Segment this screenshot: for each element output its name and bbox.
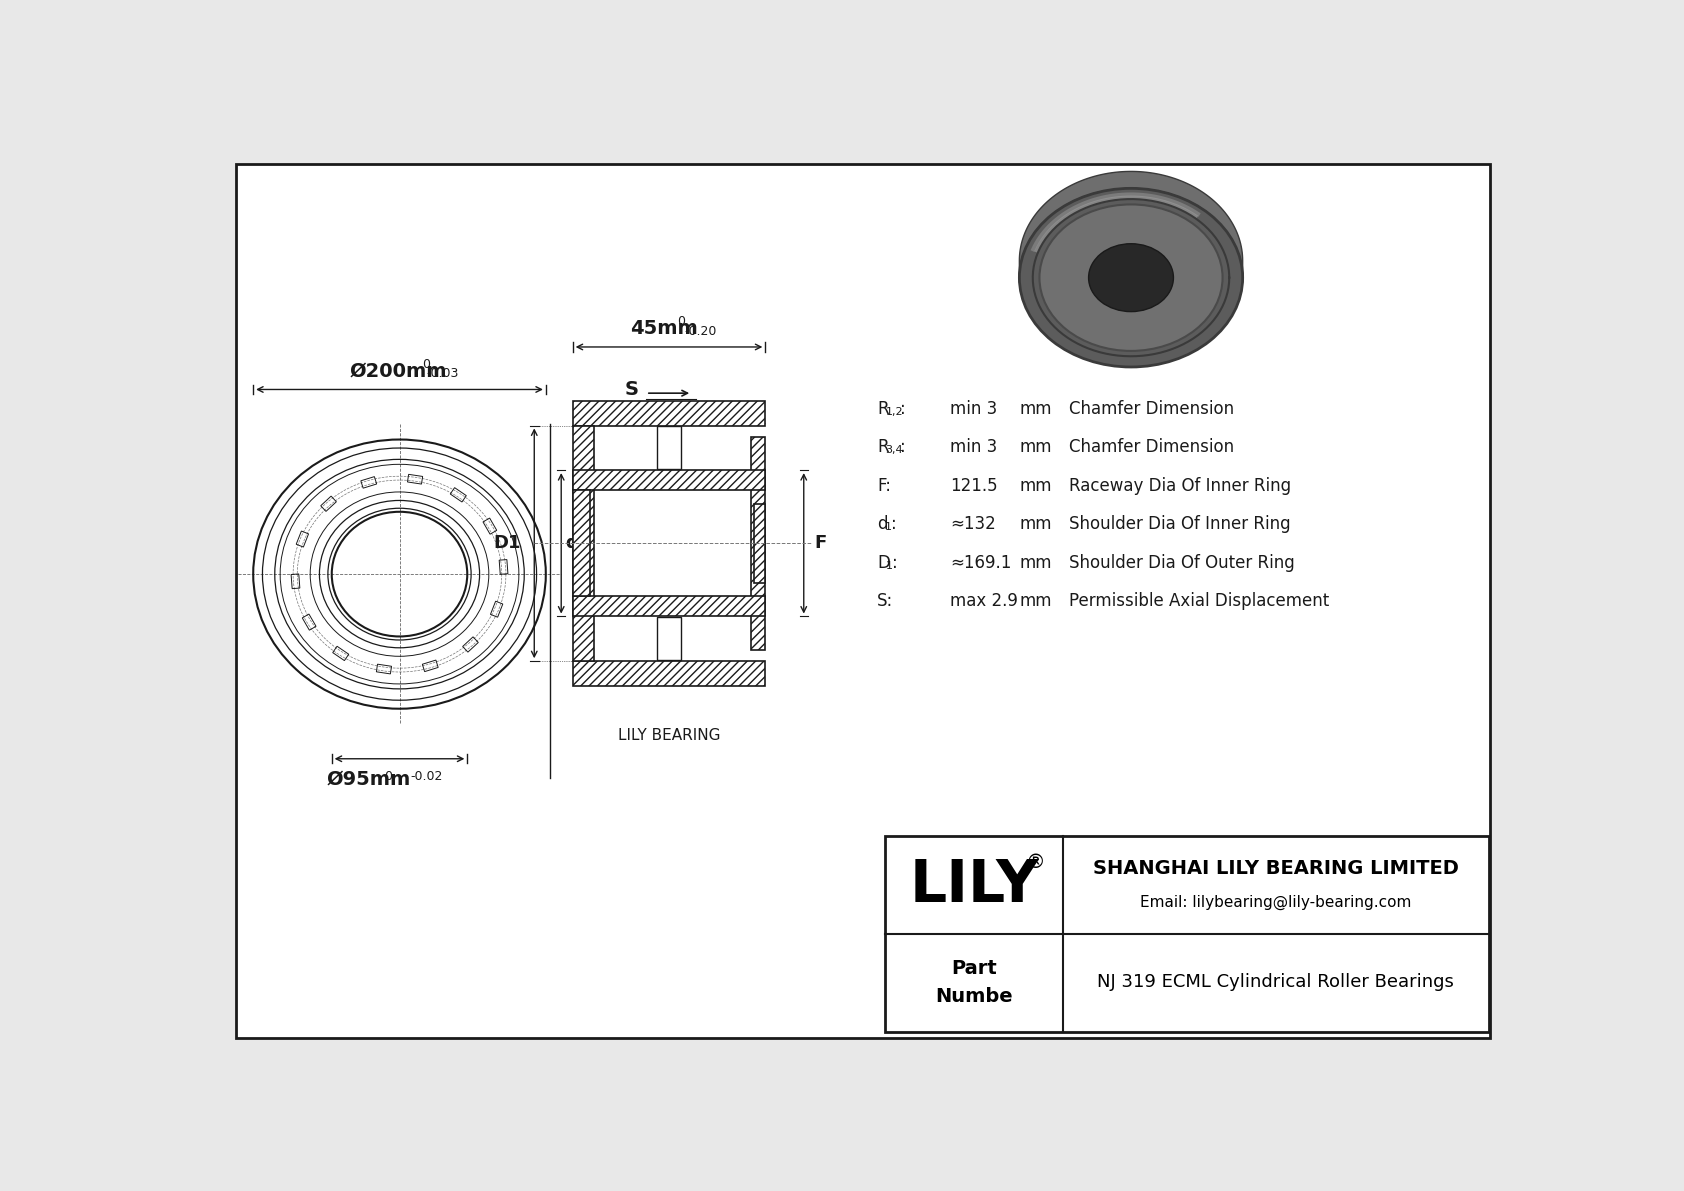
Text: min 3: min 3 xyxy=(950,438,997,456)
Text: F: F xyxy=(815,535,827,553)
Bar xyxy=(657,426,680,469)
Text: :: : xyxy=(899,399,906,418)
Text: min 3: min 3 xyxy=(950,399,997,418)
Text: 1,2: 1,2 xyxy=(886,406,903,417)
Text: d1: d1 xyxy=(566,535,591,553)
Text: mm: mm xyxy=(1019,476,1052,494)
Text: :: : xyxy=(899,438,906,456)
Text: d: d xyxy=(877,515,887,534)
Text: 3,4: 3,4 xyxy=(886,445,903,455)
Text: R₁: R₁ xyxy=(756,416,768,426)
Text: 121.5: 121.5 xyxy=(950,476,997,494)
Text: 1: 1 xyxy=(884,522,891,532)
Text: 45mm: 45mm xyxy=(630,319,699,338)
Bar xyxy=(884,836,1489,1033)
Text: D1: D1 xyxy=(493,535,520,553)
Text: 0: 0 xyxy=(384,769,392,782)
Text: S:: S: xyxy=(877,592,893,610)
Text: R₁: R₁ xyxy=(589,411,601,422)
Text: SHANGHAI LILY BEARING LIMITED: SHANGHAI LILY BEARING LIMITED xyxy=(1093,859,1458,878)
Bar xyxy=(573,597,765,617)
Text: LILY: LILY xyxy=(909,858,1039,915)
Text: -0.02: -0.02 xyxy=(411,769,443,782)
Text: :: : xyxy=(893,554,898,572)
Text: R: R xyxy=(877,399,889,418)
Text: :: : xyxy=(891,515,896,534)
Text: ≈132: ≈132 xyxy=(950,515,995,534)
Text: mm: mm xyxy=(1019,438,1052,456)
Text: Shoulder Dia Of Outer Ring: Shoulder Dia Of Outer Ring xyxy=(1069,554,1295,572)
Text: ®: ® xyxy=(1026,854,1046,872)
Text: 0: 0 xyxy=(677,316,685,329)
Text: Ø200mm: Ø200mm xyxy=(350,361,446,380)
Text: 0: 0 xyxy=(423,358,431,370)
Text: S: S xyxy=(625,380,638,399)
Text: R: R xyxy=(877,438,889,456)
Bar xyxy=(573,661,765,686)
Bar xyxy=(573,491,589,597)
Text: Chamfer Dimension: Chamfer Dimension xyxy=(1069,438,1234,456)
Bar xyxy=(754,504,765,582)
Text: Shoulder Dia Of Inner Ring: Shoulder Dia Of Inner Ring xyxy=(1069,515,1292,534)
Text: R₂: R₂ xyxy=(610,411,621,422)
Ellipse shape xyxy=(1039,205,1223,351)
Text: Permissible Axial Displacement: Permissible Axial Displacement xyxy=(1069,592,1330,610)
Text: 1: 1 xyxy=(886,561,893,570)
Text: R₂: R₂ xyxy=(743,406,754,417)
Text: Part
Numbe: Part Numbe xyxy=(935,959,1012,1005)
Text: mm: mm xyxy=(1019,515,1052,534)
Text: max 2.9: max 2.9 xyxy=(950,592,1017,610)
Polygon shape xyxy=(1019,172,1243,278)
Ellipse shape xyxy=(1019,188,1243,367)
Text: R₄: R₄ xyxy=(615,478,626,487)
Bar xyxy=(573,470,765,491)
Bar xyxy=(751,437,765,649)
Text: Ø95mm: Ø95mm xyxy=(327,769,411,788)
Text: Raceway Dia Of Inner Ring: Raceway Dia Of Inner Ring xyxy=(1069,476,1292,494)
Text: -0.20: -0.20 xyxy=(684,325,717,338)
Text: mm: mm xyxy=(1019,399,1052,418)
Text: Email: lilybearing@lily-bearing.com: Email: lilybearing@lily-bearing.com xyxy=(1140,894,1411,910)
Text: Chamfer Dimension: Chamfer Dimension xyxy=(1069,399,1234,418)
Text: mm: mm xyxy=(1019,592,1052,610)
Bar xyxy=(657,617,680,660)
Text: mm: mm xyxy=(1019,554,1052,572)
Bar xyxy=(573,401,765,425)
Text: NJ 319 ECML Cylindrical Roller Bearings: NJ 319 ECML Cylindrical Roller Bearings xyxy=(1098,973,1455,991)
Text: D: D xyxy=(877,554,889,572)
Text: F:: F: xyxy=(877,476,891,494)
Text: ≈169.1: ≈169.1 xyxy=(950,554,1012,572)
Bar xyxy=(573,425,594,661)
Ellipse shape xyxy=(1088,244,1174,312)
Text: -0.03: -0.03 xyxy=(426,367,458,380)
Text: R₃: R₃ xyxy=(753,481,765,491)
Text: LILY BEARING: LILY BEARING xyxy=(618,728,721,743)
